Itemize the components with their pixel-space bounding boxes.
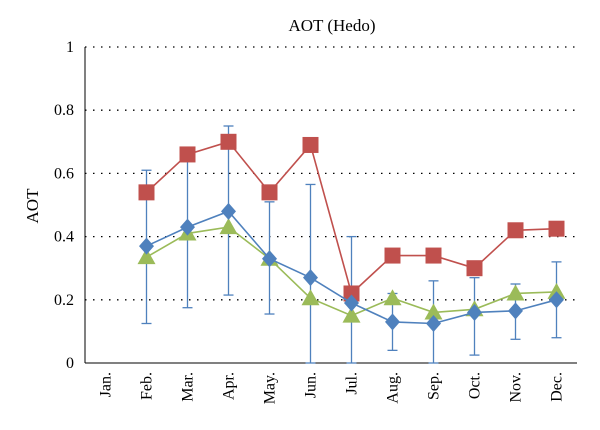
data-point-triangle <box>506 284 525 301</box>
x-tick-label: Jun. <box>303 372 320 398</box>
x-tick-label: Jul. <box>344 372 361 395</box>
data-point-square <box>302 136 319 153</box>
x-tick-label: Feb. <box>139 372 156 400</box>
y-axis-label: AOT <box>23 188 42 224</box>
data-point-square <box>425 247 442 264</box>
x-tick-label: Apr. <box>221 372 238 400</box>
x-tick-label: Mar. <box>180 372 197 402</box>
error-bars <box>141 125 562 364</box>
data-point-square <box>548 220 565 237</box>
y-tick-label: 0.6 <box>54 165 74 182</box>
data-point-diamond <box>262 250 277 268</box>
y-tick-label: 1 <box>66 39 74 56</box>
series-square <box>138 133 565 302</box>
x-tick-label: Dec. <box>549 372 566 402</box>
data-point-diamond <box>467 303 482 321</box>
data-point-diamond <box>426 315 441 332</box>
y-tick-label: 0.4 <box>54 229 74 246</box>
data-point-triangle <box>301 289 320 306</box>
data-point-triangle <box>137 248 156 265</box>
x-tick-labels: Jan. Feb. Mar. Apr. May. Jun. Jul. Aug. Sep. Oct.… <box>98 372 566 404</box>
series-layer <box>137 125 566 364</box>
y-tick-label: 0.8 <box>54 102 74 119</box>
x-tick-label: Oct. <box>467 372 484 399</box>
data-point-triangle <box>342 306 361 323</box>
data-point-diamond <box>303 269 318 287</box>
data-point-square <box>179 146 196 163</box>
data-point-diamond <box>549 291 564 309</box>
data-point-triangle <box>547 282 566 299</box>
data-point-square <box>507 222 524 239</box>
series-diamond <box>139 202 564 332</box>
data-point-diamond <box>508 302 523 320</box>
x-tick-label: Jan. <box>98 372 115 397</box>
data-point-triangle <box>219 218 238 235</box>
data-point-diamond <box>344 294 359 312</box>
x-tick-label: Nov. <box>508 372 525 403</box>
data-point-diamond <box>180 218 195 236</box>
data-point-diamond <box>385 313 400 331</box>
data-point-square <box>220 133 237 150</box>
data-point-square <box>384 247 401 264</box>
y-tick-label: 0.2 <box>54 292 74 309</box>
data-point-square <box>261 184 278 201</box>
data-point-square <box>138 184 155 201</box>
y-tick-label: 0 <box>66 355 74 372</box>
data-point-diamond <box>221 202 236 220</box>
x-tick-label: May. <box>262 372 279 404</box>
data-point-square <box>466 260 483 277</box>
data-point-square <box>343 285 360 302</box>
chart-title: AOT (Hedo) <box>288 16 375 35</box>
data-point-diamond <box>139 237 154 255</box>
x-tick-label: Aug. <box>385 372 402 404</box>
x-tick-label: Sep. <box>426 372 443 400</box>
data-point-triangle <box>424 303 443 320</box>
data-point-triangle <box>383 289 402 306</box>
y-tick-labels: 0 0.2 0.4 0.6 0.8 1 <box>54 39 74 372</box>
gridlines <box>85 46 577 301</box>
